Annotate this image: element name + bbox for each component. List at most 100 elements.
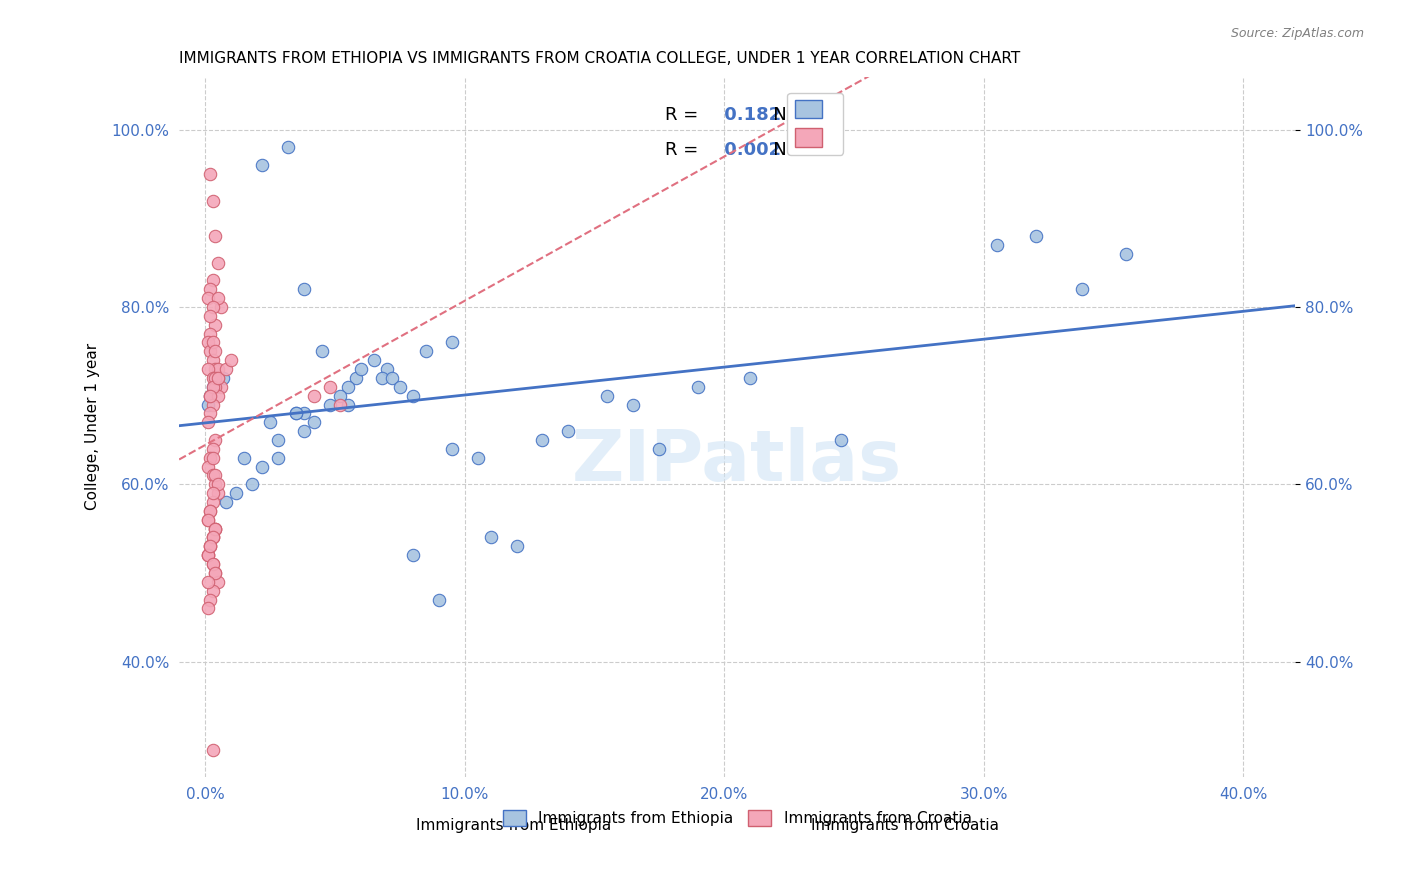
Point [204, 468, 226, 483]
Point [200, 167, 222, 181]
Point [225, 486, 247, 500]
Point [197, 415, 219, 429]
Point [204, 229, 226, 244]
Point [200, 592, 222, 607]
Point [201, 468, 224, 483]
Point [302, 415, 325, 429]
Point [204, 522, 226, 536]
Point [830, 433, 852, 447]
Point [201, 743, 224, 757]
Point [200, 504, 222, 518]
Point [1071, 282, 1094, 296]
Point [740, 371, 762, 385]
Point [207, 389, 229, 403]
Point [381, 371, 404, 385]
Point [204, 380, 226, 394]
Point [201, 300, 224, 314]
Point [200, 540, 222, 554]
Point [531, 433, 554, 447]
Point [688, 380, 710, 394]
Point [197, 513, 219, 527]
Point [350, 362, 373, 376]
Point [207, 291, 229, 305]
Point [204, 433, 226, 447]
Point [201, 557, 224, 571]
Point [204, 477, 226, 491]
Point [219, 353, 242, 368]
Point [207, 362, 229, 376]
Point [201, 273, 224, 287]
Point [197, 548, 219, 562]
Text: ZIPatlas: ZIPatlas [572, 427, 903, 496]
Point [200, 450, 222, 465]
Point [250, 158, 273, 172]
Point [197, 548, 219, 562]
Point [201, 557, 224, 571]
Point [621, 398, 644, 412]
Point [207, 371, 229, 385]
Point [233, 450, 256, 465]
Point [201, 583, 224, 598]
Point [200, 406, 222, 420]
Text: N =: N = [756, 141, 813, 159]
Point [204, 344, 226, 359]
Text: R =: R = [665, 106, 703, 124]
Point [370, 371, 392, 385]
Point [200, 504, 222, 518]
Point [292, 406, 315, 420]
Point [311, 344, 333, 359]
Point [201, 353, 224, 368]
Point [204, 566, 226, 580]
Point [267, 433, 290, 447]
Point [215, 362, 238, 376]
Point [212, 371, 235, 385]
Point [329, 398, 352, 412]
Text: Immigrants from Croatia: Immigrants from Croatia [810, 818, 998, 833]
Point [440, 442, 463, 456]
Point [207, 477, 229, 491]
Point [363, 353, 385, 368]
Point [375, 362, 398, 376]
Point [329, 389, 352, 403]
Point [440, 335, 463, 350]
Point [197, 291, 219, 305]
Point [207, 371, 229, 385]
Point [557, 424, 579, 438]
Point [204, 566, 226, 580]
Point [284, 406, 307, 420]
Point [201, 380, 224, 394]
Text: Source: ZipAtlas.com: Source: ZipAtlas.com [1230, 27, 1364, 40]
Point [596, 389, 619, 403]
Point [318, 380, 340, 394]
Point [201, 450, 224, 465]
Point [318, 398, 340, 412]
Point [336, 380, 359, 394]
Point [284, 406, 307, 420]
Point [200, 309, 222, 323]
Point [197, 459, 219, 474]
Point [201, 531, 224, 545]
Point [344, 371, 367, 385]
Text: Immigrants from Ethiopia: Immigrants from Ethiopia [416, 818, 612, 833]
Point [277, 140, 299, 154]
Point [200, 389, 222, 403]
Text: N =: N = [756, 106, 813, 124]
Point [402, 548, 425, 562]
Point [467, 450, 489, 465]
Point [1115, 247, 1137, 261]
Point [200, 389, 222, 403]
Point [209, 380, 232, 394]
Point [197, 601, 219, 615]
Point [197, 335, 219, 350]
Point [215, 495, 238, 509]
Point [197, 398, 219, 412]
Point [986, 238, 1008, 252]
Point [197, 362, 219, 376]
Point [197, 548, 219, 562]
Point [204, 522, 226, 536]
Text: 77: 77 [806, 141, 831, 159]
Point [1025, 229, 1047, 244]
Point [200, 282, 222, 296]
Y-axis label: College, Under 1 year: College, Under 1 year [86, 343, 100, 510]
Point [204, 371, 226, 385]
